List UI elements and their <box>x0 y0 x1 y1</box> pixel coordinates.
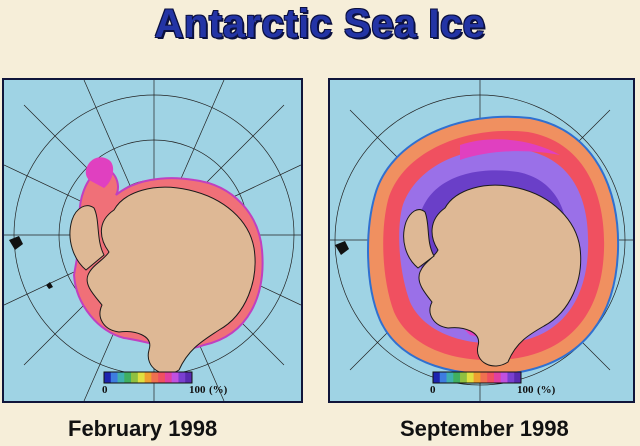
colorbar-september: 0 100 (%) <box>430 371 556 396</box>
caption-february: February 1998 <box>68 416 218 441</box>
colorbar-swatch <box>104 372 112 383</box>
colorbar-outline <box>103 371 193 384</box>
colorbar-swatch <box>131 372 139 383</box>
antarctica-land <box>418 184 582 367</box>
caption-september: September 1998 <box>400 416 569 441</box>
antarctica-land <box>86 186 256 375</box>
colorbar-swatch <box>151 372 159 383</box>
colorbar-swatch <box>514 372 522 383</box>
map-panel-september: 0 100 (%) <box>328 78 635 403</box>
colorbar-swatch <box>466 372 474 383</box>
colorbar-swatch <box>487 372 495 383</box>
colorbar-swatch <box>480 372 488 383</box>
colorbar-swatch <box>453 372 461 383</box>
colorbar-max-label: 100 <box>517 384 534 396</box>
colorbar-swatch <box>137 372 145 383</box>
antarctica-map-september: 0 100 (%) <box>330 80 633 401</box>
colorbar-swatch <box>460 372 468 383</box>
colorbar-min-label: 0 <box>102 384 108 396</box>
colorbar-swatch <box>158 372 166 383</box>
colorbar-unit-label: (%) <box>209 384 228 396</box>
colorbar-february: 0 100 (%) <box>102 371 228 396</box>
colorbar-swatch <box>493 372 501 383</box>
colorbar-swatch <box>144 372 152 383</box>
colorbar-swatch <box>473 372 481 383</box>
colorbar-swatch <box>178 372 186 383</box>
colorbar-swatch <box>117 372 125 383</box>
colorbar-swatch <box>164 372 172 383</box>
colorbar-swatch <box>124 372 132 383</box>
colorbar-swatch <box>185 372 193 383</box>
colorbar-min-label: 0 <box>430 384 436 396</box>
colorbar-swatch <box>446 372 454 383</box>
colorbar-swatch <box>110 372 118 383</box>
antarctica-map-february: 0 100 (%) <box>4 80 301 401</box>
colorbar-max-label: 100 <box>189 384 206 396</box>
page-title: Antarctic Sea Ice <box>154 2 486 46</box>
colorbar-swatch <box>500 372 508 383</box>
colorbar-outline <box>432 371 522 384</box>
colorbar-swatch <box>439 372 447 383</box>
colorbar-unit-label: (%) <box>537 384 556 396</box>
colorbar-swatch <box>171 372 179 383</box>
colorbar-swatch <box>433 372 441 383</box>
map-panel-february: 0 100 (%) <box>2 78 303 403</box>
colorbar-swatch <box>507 372 515 383</box>
